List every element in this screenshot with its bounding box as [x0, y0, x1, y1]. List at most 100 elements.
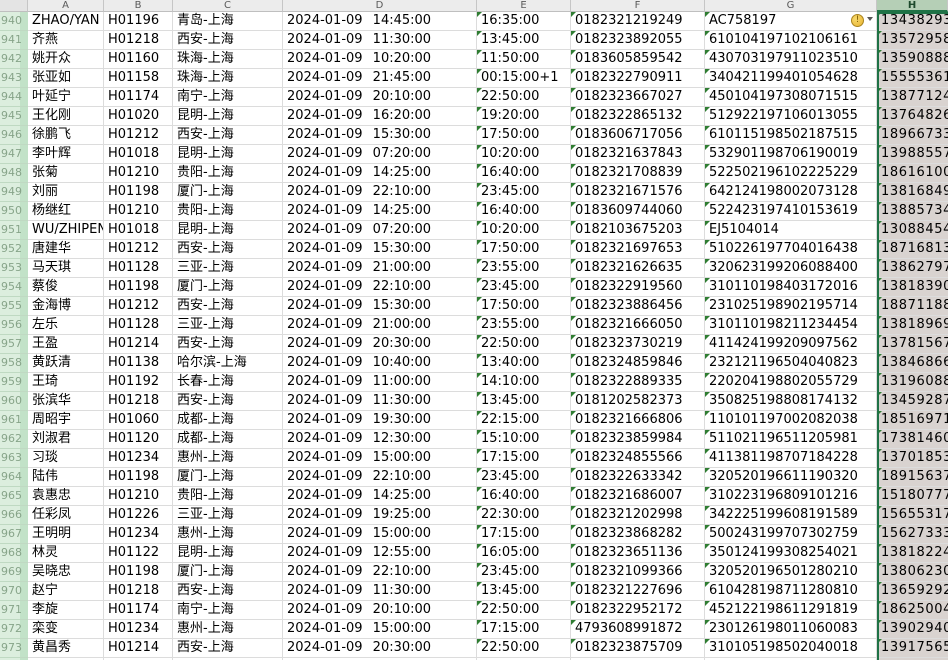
cell-order-no[interactable]: 0182324855566 — [571, 449, 705, 468]
cell-route[interactable]: 西安-上海 — [173, 639, 283, 658]
cell-phone[interactable]: 13885734 — [877, 202, 948, 221]
cell-id-number[interactable]: 430703197911023510 — [705, 50, 877, 69]
cell-arrival[interactable]: 11:50:00 — [477, 50, 571, 69]
cell-id-number[interactable]: 411424199209097562 — [705, 335, 877, 354]
cell-name[interactable]: 蔡俊 — [28, 278, 104, 297]
cell-phone[interactable]: 13088454 — [877, 221, 948, 240]
cell-route[interactable]: 南宁-上海 — [173, 601, 283, 620]
cell-id-number[interactable]: 320520196501280210 — [705, 563, 877, 582]
cell-flight-no[interactable]: H01192 — [104, 373, 173, 392]
row-number[interactable]: 962 — [0, 430, 28, 449]
cell-arrival[interactable]: 14:10:00 — [477, 373, 571, 392]
row-number[interactable]: 956 — [0, 316, 28, 335]
cell-name[interactable]: 袁惠忠 — [28, 487, 104, 506]
cell-route[interactable]: 南宁-上海 — [173, 88, 283, 107]
cell-route[interactable] — [173, 658, 283, 660]
cell-arrival[interactable]: 17:50:00 — [477, 126, 571, 145]
row-number[interactable]: 943 — [0, 69, 28, 88]
cell-arrival[interactable]: 23:45:00 — [477, 183, 571, 202]
cell-flight-no[interactable]: H01218 — [104, 582, 173, 601]
cell-order-no[interactable]: 0182321666050 — [571, 316, 705, 335]
cell-order-no[interactable]: 0182323651136 — [571, 544, 705, 563]
cell-departure[interactable]: 2024-01-09 19:25:00 — [283, 506, 477, 525]
row-number[interactable]: 965 — [0, 487, 28, 506]
cell-name[interactable]: 唐建华 — [28, 240, 104, 259]
cell-name[interactable]: 张菊 — [28, 164, 104, 183]
cell-arrival[interactable]: 13:45:00 — [477, 31, 571, 50]
cell-route[interactable]: 惠州-上海 — [173, 620, 283, 639]
cell-order-no[interactable]: 0182321666806 — [571, 411, 705, 430]
cell-name[interactable]: 李叶辉 — [28, 145, 104, 164]
cell-name[interactable]: 习琰 — [28, 449, 104, 468]
cell-order-no[interactable]: 0182321227696 — [571, 582, 705, 601]
cell-arrival[interactable]: 16:40:00 — [477, 202, 571, 221]
cell-arrival[interactable]: 17:50:00 — [477, 297, 571, 316]
cell-route[interactable]: 昆明-上海 — [173, 221, 283, 240]
cell-order-no[interactable]: 0182324859846 — [571, 354, 705, 373]
cell-id-number[interactable]: AC758197! — [705, 12, 877, 31]
cell-flight-no[interactable]: H01212 — [104, 240, 173, 259]
cell-route[interactable]: 哈尔滨-上海 — [173, 354, 283, 373]
cell-id-number[interactable]: 340421199401054628 — [705, 69, 877, 88]
cell-id-number[interactable]: 610428198711280810 — [705, 582, 877, 601]
cell-route[interactable]: 厦门-上海 — [173, 563, 283, 582]
cell-id-number[interactable]: 522423197410153619 — [705, 202, 877, 221]
cell-name[interactable]: 姚开众 — [28, 50, 104, 69]
cell-name[interactable]: 刘丽 — [28, 183, 104, 202]
cell-departure[interactable]: 2024-01-09 19:30:00 — [283, 411, 477, 430]
cell-order-no[interactable]: 0182323667027 — [571, 88, 705, 107]
cell-departure[interactable]: 2024-01-09 21:00:00 — [283, 316, 477, 335]
cell-phone[interactable]: 13438293 — [877, 12, 948, 31]
cell-order-no[interactable]: 0182322633342 — [571, 468, 705, 487]
cell-phone[interactable]: 13846866 — [877, 354, 948, 373]
cell-phone[interactable]: 15655317 — [877, 506, 948, 525]
cell-arrival[interactable]: 16:40:00 — [477, 487, 571, 506]
row-number[interactable]: 957 — [0, 335, 28, 354]
cell-phone[interactable]: 13818390 — [877, 278, 948, 297]
cell-id-number[interactable]: 230126198011060083 — [705, 620, 877, 639]
cell-name[interactable]: 刘淑君 — [28, 430, 104, 449]
cell-phone[interactable]: 15180777 — [877, 487, 948, 506]
cell-name[interactable]: 左乐 — [28, 316, 104, 335]
cell-id-number[interactable]: 610104197102106161 — [705, 31, 877, 50]
cell-order-no[interactable] — [571, 658, 705, 660]
row-number[interactable]: 964 — [0, 468, 28, 487]
cell-arrival[interactable]: 16:40:00 — [477, 164, 571, 183]
cell-departure[interactable]: 2024-01-09 22:10:00 — [283, 468, 477, 487]
cell-flight-no[interactable]: H01160 — [104, 50, 173, 69]
cell-flight-no[interactable] — [104, 658, 173, 660]
column-header-c[interactable]: C — [173, 0, 283, 12]
cell-phone[interactable]: 13877124 — [877, 88, 948, 107]
cell-phone[interactable]: 13196088 — [877, 373, 948, 392]
cell-order-no[interactable]: 0182323868282 — [571, 525, 705, 544]
cell-phone[interactable]: 13862797 — [877, 259, 948, 278]
row-number[interactable]: 950 — [0, 202, 28, 221]
cell-arrival[interactable]: 19:20:00 — [477, 107, 571, 126]
cell-flight-no[interactable]: H01018 — [104, 145, 173, 164]
row-number[interactable]: 948 — [0, 164, 28, 183]
cell-phone[interactable]: 13459287 — [877, 392, 948, 411]
cell-name[interactable]: 赵宁 — [28, 582, 104, 601]
row-number[interactable]: 958 — [0, 354, 28, 373]
cell-route[interactable]: 昆明-上海 — [173, 107, 283, 126]
cell-order-no[interactable]: 0182321099366 — [571, 563, 705, 582]
cell-route[interactable]: 西安-上海 — [173, 392, 283, 411]
cell-flight-no[interactable]: H01210 — [104, 164, 173, 183]
cell-arrival[interactable]: 13:45:00 — [477, 582, 571, 601]
cell-departure[interactable]: 2024-01-09 14:25:00 — [283, 487, 477, 506]
column-header-g[interactable]: G — [705, 0, 877, 12]
cell-departure[interactable]: 2024-01-09 11:30:00 — [283, 392, 477, 411]
cell-arrival[interactable]: 10:20:00 — [477, 145, 571, 164]
cell-route[interactable]: 贵阳-上海 — [173, 487, 283, 506]
cell-order-no[interactable]: 0182322865132 — [571, 107, 705, 126]
cell-order-no[interactable]: 0183606717056 — [571, 126, 705, 145]
cell-name[interactable]: 王盈 — [28, 335, 104, 354]
row-number[interactable]: 967 — [0, 525, 28, 544]
cell-departure[interactable]: 2024-01-09 12:30:00 — [283, 430, 477, 449]
cell-flight-no[interactable]: H01234 — [104, 449, 173, 468]
row-number[interactable]: 959 — [0, 373, 28, 392]
cell-flight-no[interactable]: H01226 — [104, 506, 173, 525]
cell-phone[interactable]: 13781567 — [877, 335, 948, 354]
cell-name[interactable]: 杨继红 — [28, 202, 104, 221]
cell-name[interactable]: 叶延宁 — [28, 88, 104, 107]
